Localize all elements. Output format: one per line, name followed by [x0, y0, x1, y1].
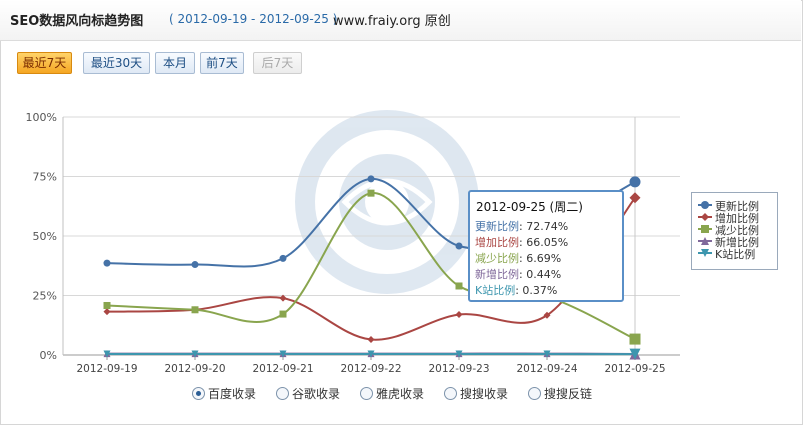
legend-marker-icon — [698, 225, 712, 233]
radio-label: 谷歌收录 — [292, 387, 341, 401]
legend-marker-icon — [698, 213, 712, 221]
date-range: ( 2012-09-19 - 2012-09-25 ) — [169, 12, 338, 26]
data-source-radio-group: 百度收录 谷歌收录 雅虎收录 搜搜收录 搜搜反链 — [190, 385, 610, 403]
tooltip-value: : 0.37% — [515, 284, 558, 297]
data-point — [455, 282, 463, 290]
tooltip-row: 新增比例: 0.44% — [475, 266, 561, 282]
x-tick-label: 2012-09-20 — [164, 363, 225, 375]
data-point — [629, 192, 641, 204]
y-tick-label: 75% — [33, 171, 57, 184]
data-point — [367, 175, 375, 183]
tooltip-row: K站比例: 0.37% — [475, 282, 557, 298]
data-point — [367, 336, 375, 344]
site-credit: www.fraiy.org 原创 — [333, 14, 451, 29]
data-point — [367, 189, 375, 197]
legend-label: 增加比例 — [715, 212, 759, 225]
tooltip-label: 新增比例 — [475, 268, 519, 281]
data-point — [191, 261, 199, 269]
data-point — [279, 350, 287, 358]
tooltip-label: K站比例 — [475, 284, 516, 297]
legend-item-new-ratio[interactable]: 新增比例 — [698, 235, 776, 249]
header-bar: SEO数据风向标趋势图 ( 2012-09-19 - 2012-09-25 ) … — [0, 0, 801, 41]
radio-label: 搜搜反链 — [544, 387, 593, 401]
tooltip-row: 更新比例: 72.74% — [475, 218, 568, 234]
legend-marker-icon — [698, 201, 712, 209]
radio-label: 雅虎收录 — [376, 387, 425, 401]
tooltip-value: : 66.05% — [519, 236, 569, 249]
legend-item-increase-ratio[interactable]: 增加比例 — [698, 211, 776, 225]
legend-marker-icon — [698, 237, 712, 245]
last-7-days-button[interactable]: 最近7天 — [17, 52, 72, 74]
y-tick-label: 50% — [33, 230, 57, 243]
data-point — [629, 176, 641, 188]
x-tick-label: 2012-09-22 — [340, 363, 401, 375]
y-tick-label: 25% — [33, 290, 57, 303]
x-tick-label: 2012-09-21 — [252, 363, 313, 375]
chart-legend: 更新比例 增加比例 减少比例 新增比例 K站比例 — [691, 192, 778, 270]
next-7-days-button[interactable]: 后7天 — [253, 52, 302, 74]
legend-item-k-ratio[interactable]: K站比例 — [698, 247, 776, 261]
tooltip-value: : 0.44% — [519, 268, 562, 281]
legend-marker-icon — [698, 249, 712, 257]
data-point — [103, 301, 111, 309]
y-tick-label: 0% — [40, 349, 57, 362]
data-point — [103, 350, 111, 358]
watermark-logo — [295, 110, 479, 294]
tooltip-date: 2012-09-25 (周二) — [476, 200, 583, 214]
page-title: SEO数据风向标趋势图 — [10, 14, 144, 29]
tooltip-row: 减少比例: 6.69% — [475, 250, 561, 266]
radio-icon[interactable] — [444, 387, 457, 400]
previous-7-days-button[interactable]: 前7天 — [200, 52, 244, 74]
data-point — [279, 310, 287, 318]
data-tooltip: 2012-09-25 (周二) 更新比例: 72.74% 增加比例: 66.05… — [468, 190, 624, 302]
legend-label: 减少比例 — [715, 224, 759, 237]
last-30-days-button[interactable]: 最近30天 — [83, 52, 150, 74]
radio-icon[interactable] — [360, 387, 373, 400]
data-point — [629, 333, 641, 345]
radio-icon[interactable] — [528, 387, 541, 400]
data-point — [543, 311, 551, 319]
data-point — [279, 294, 287, 302]
x-tick-label: 2012-09-19 — [76, 363, 137, 375]
radio-icon[interactable] — [192, 387, 205, 400]
data-point — [455, 350, 463, 358]
legend-item-update-ratio[interactable]: 更新比例 — [698, 199, 776, 213]
data-point — [103, 259, 111, 267]
data-point — [103, 308, 111, 316]
tooltip-value: : 72.74% — [519, 220, 569, 233]
this-month-button[interactable]: 本月 — [155, 52, 195, 74]
legend-label: 新增比例 — [715, 236, 759, 249]
radio-label: 百度收录 — [208, 387, 257, 401]
x-tick-label: 2012-09-25 — [604, 363, 665, 375]
tooltip-value: : 6.69% — [519, 252, 562, 265]
tooltip-label: 增加比例 — [475, 236, 519, 249]
tooltip-row: 增加比例: 66.05% — [475, 234, 568, 250]
data-point — [629, 348, 641, 360]
data-point — [191, 350, 199, 358]
legend-item-decrease-ratio[interactable]: 减少比例 — [698, 223, 776, 237]
data-point — [455, 242, 463, 250]
x-tick-label: 2012-09-23 — [428, 363, 489, 375]
tooltip-label: 减少比例 — [475, 252, 519, 265]
tooltip-label: 更新比例 — [475, 220, 519, 233]
data-point — [191, 306, 199, 314]
radio-icon[interactable] — [276, 387, 289, 400]
data-point — [367, 350, 375, 358]
legend-label: 更新比例 — [715, 200, 759, 213]
data-point — [455, 311, 463, 319]
legend-label: K站比例 — [715, 248, 756, 261]
radio-label: 搜搜收录 — [460, 387, 509, 401]
x-tick-label: 2012-09-24 — [516, 363, 577, 375]
y-tick-label: 100% — [26, 111, 57, 124]
data-point — [279, 254, 287, 262]
data-point — [543, 350, 551, 358]
